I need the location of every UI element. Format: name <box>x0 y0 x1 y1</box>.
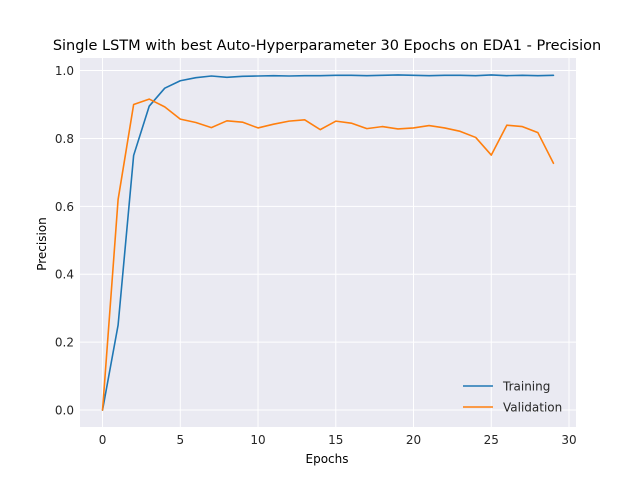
y-axis-label: Precision <box>35 217 49 271</box>
series-line-validation <box>101 98 555 411</box>
x-tick-label: 15 <box>328 433 343 447</box>
y-tick-label: 1.0 <box>55 64 74 78</box>
x-tick-label: 5 <box>176 433 184 447</box>
series-line-training <box>101 74 555 411</box>
chart-title: Single LSTM with best Auto-Hyperparamete… <box>53 38 601 54</box>
legend: Training Validation <box>463 380 562 415</box>
x-tick-label: 0 <box>99 433 107 447</box>
x-axis-label: Epochs <box>306 452 349 466</box>
x-tick-label: 10 <box>250 433 265 447</box>
y-axis-ticks: 0.0 0.2 0.4 0.6 0.8 1.0 <box>55 64 74 417</box>
plot-area <box>80 58 576 427</box>
grid-lines <box>80 58 576 427</box>
y-tick-label: 0.8 <box>55 132 74 146</box>
y-tick-label: 0.0 <box>55 404 74 418</box>
series-lines <box>101 74 555 411</box>
legend-label: Validation <box>503 401 562 415</box>
legend-label: Training <box>502 380 550 394</box>
y-tick-label: 0.2 <box>55 336 74 350</box>
y-tick-label: 0.4 <box>55 268 74 282</box>
x-tick-label: 30 <box>561 433 576 447</box>
y-tick-label: 0.6 <box>55 200 74 214</box>
x-tick-label: 20 <box>406 433 421 447</box>
x-axis-ticks: 0 5 10 15 20 25 30 <box>99 433 577 447</box>
x-tick-label: 25 <box>484 433 499 447</box>
